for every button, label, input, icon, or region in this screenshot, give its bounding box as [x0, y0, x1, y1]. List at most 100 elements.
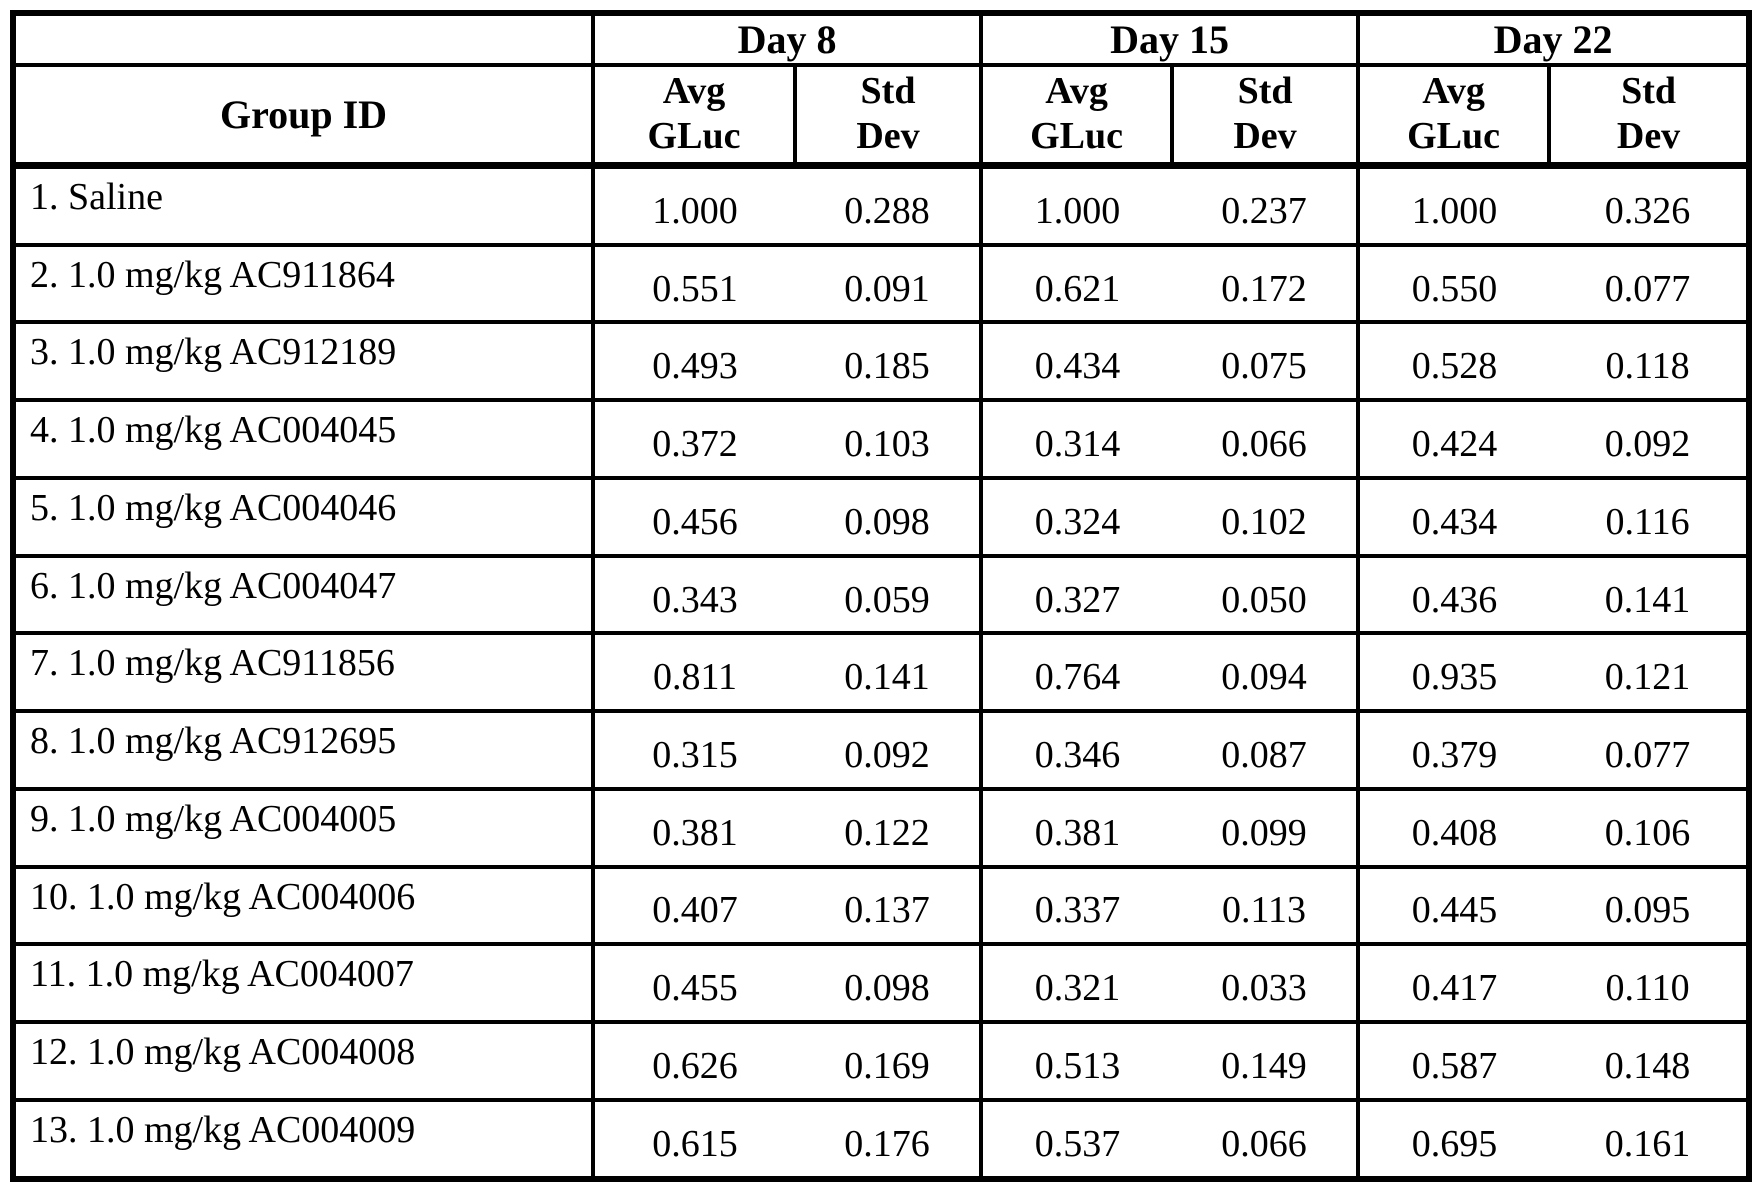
value-cell: 0.551	[591, 242, 795, 325]
table-row: 11. 1.0 mg/kg AC004007 0.455 0.098 0.321…	[11, 942, 1752, 1025]
group-id-header-cell: Group ID	[11, 63, 595, 169]
value-cell: 0.066	[1172, 1097, 1361, 1182]
value-cell: 0.436	[1356, 553, 1550, 636]
value-cell: 0.372	[591, 398, 795, 480]
day-header-row: Day 8 Day 15 Day 22	[11, 11, 1752, 67]
metric-label-bottom: Dev	[856, 115, 920, 158]
value-cell: 0.434	[1356, 475, 1550, 558]
value-cell: 0.935	[1356, 631, 1550, 714]
day15-std-dev-header: Std Dev	[1170, 63, 1361, 169]
value-cell: 0.094	[1172, 631, 1361, 714]
value-cell: 0.314	[979, 398, 1173, 480]
group-cell: 10. 1.0 mg/kg AC004006	[11, 864, 595, 947]
value-cell: 0.237	[1172, 163, 1361, 247]
value-cell: 0.092	[795, 709, 984, 791]
metric-header-row: Group ID Avg GLuc Std Dev Avg GLuc Std D…	[11, 63, 1752, 169]
table-row: 8. 1.0 mg/kg AC912695 0.315 0.092 0.346 …	[11, 709, 1752, 791]
value-cell: 0.528	[1356, 320, 1550, 403]
value-cell: 0.172	[1172, 242, 1361, 325]
value-cell: 0.615	[591, 1097, 795, 1182]
value-cell: 0.099	[1172, 786, 1361, 869]
value-cell: 0.326	[1549, 163, 1752, 247]
day22-header: Day 22	[1356, 11, 1752, 67]
group-cell: 9. 1.0 mg/kg AC004005	[11, 786, 595, 869]
value-cell: 0.091	[795, 242, 984, 325]
value-cell: 0.315	[591, 709, 795, 791]
value-cell: 0.513	[979, 1020, 1173, 1102]
value-cell: 0.493	[591, 320, 795, 403]
metric-label-top: Avg	[1422, 70, 1485, 113]
table-row: 6. 1.0 mg/kg AC004047 0.343 0.059 0.327 …	[11, 553, 1752, 636]
value-cell: 0.087	[1172, 709, 1361, 791]
corner-cell	[11, 11, 595, 67]
value-cell: 0.337	[979, 864, 1173, 947]
value-cell: 0.137	[795, 864, 984, 947]
metric-label-bottom: Dev	[1616, 115, 1681, 158]
table-row: 9. 1.0 mg/kg AC004005 0.381 0.122 0.381 …	[11, 786, 1752, 869]
value-cell: 0.122	[795, 786, 984, 869]
value-cell: 0.102	[1172, 475, 1361, 558]
group-cell: 12. 1.0 mg/kg AC004008	[11, 1020, 595, 1102]
value-cell: 0.417	[1356, 942, 1550, 1025]
value-cell: 0.176	[795, 1097, 984, 1182]
metric-label-top: Avg	[1045, 70, 1108, 113]
table-row: 13. 1.0 mg/kg AC004009 0.615 0.176 0.537…	[11, 1097, 1752, 1182]
value-cell: 0.077	[1549, 242, 1752, 325]
group-cell: 13. 1.0 mg/kg AC004009	[11, 1097, 595, 1182]
value-cell: 0.550	[1356, 242, 1550, 325]
table-row: 12. 1.0 mg/kg AC004008 0.626 0.169 0.513…	[11, 1020, 1752, 1102]
metric-label-bottom: GLuc	[1407, 115, 1500, 158]
group-cell: 3. 1.0 mg/kg AC912189	[11, 320, 595, 403]
value-cell: 0.092	[1549, 398, 1752, 480]
value-cell: 0.381	[591, 786, 795, 869]
day15-avg-gluc-header: Avg GLuc	[979, 63, 1175, 169]
value-cell: 0.066	[1172, 398, 1361, 480]
value-cell: 0.098	[795, 942, 984, 1025]
value-cell: 0.059	[795, 553, 984, 636]
value-cell: 0.695	[1356, 1097, 1550, 1182]
group-cell: 7. 1.0 mg/kg AC911856	[11, 631, 595, 714]
value-cell: 1.000	[1356, 163, 1550, 247]
metric-label-bottom: GLuc	[1030, 115, 1123, 158]
table-row: 1. Saline 1.000 0.288 1.000 0.237 1.000 …	[11, 163, 1752, 247]
group-cell: 6. 1.0 mg/kg AC004047	[11, 553, 595, 636]
value-cell: 0.116	[1549, 475, 1752, 558]
metric-label-top: Std	[1237, 70, 1293, 113]
value-cell: 0.621	[979, 242, 1173, 325]
table-row: 7. 1.0 mg/kg AC911856 0.811 0.141 0.764 …	[11, 631, 1752, 714]
group-cell: 1. Saline	[11, 163, 595, 247]
table-row: 2. 1.0 mg/kg AC911864 0.551 0.091 0.621 …	[11, 242, 1752, 325]
group-cell: 2. 1.0 mg/kg AC911864	[11, 242, 595, 325]
value-cell: 0.321	[979, 942, 1173, 1025]
group-cell: 8. 1.0 mg/kg AC912695	[11, 709, 595, 791]
value-cell: 1.000	[591, 163, 795, 247]
value-cell: 0.288	[795, 163, 984, 247]
metric-label-top: Avg	[662, 70, 726, 113]
value-cell: 0.050	[1172, 553, 1361, 636]
group-cell: 5. 1.0 mg/kg AC004046	[11, 475, 595, 558]
value-cell: 0.033	[1172, 942, 1361, 1025]
value-cell: 0.106	[1549, 786, 1752, 869]
metric-label-top: Std	[1621, 70, 1676, 113]
value-cell: 0.103	[795, 398, 984, 480]
metric-label-bottom: Dev	[1233, 115, 1297, 158]
day22-avg-gluc-header: Avg GLuc	[1356, 63, 1552, 169]
value-cell: 0.434	[979, 320, 1173, 403]
value-cell: 0.095	[1549, 864, 1752, 947]
value-cell: 0.327	[979, 553, 1173, 636]
day15-header: Day 15	[979, 11, 1361, 67]
day8-header: Day 8	[590, 11, 984, 67]
value-cell: 0.161	[1549, 1097, 1752, 1182]
value-cell: 0.455	[591, 942, 795, 1025]
value-cell: 0.141	[1549, 553, 1752, 636]
value-cell: 0.626	[591, 1020, 795, 1102]
value-cell: 0.169	[795, 1020, 984, 1102]
value-cell: 0.445	[1356, 864, 1550, 947]
value-cell: 0.324	[979, 475, 1173, 558]
value-cell: 0.811	[591, 631, 795, 714]
table-row: 10. 1.0 mg/kg AC004006 0.407 0.137 0.337…	[11, 864, 1752, 947]
value-cell: 0.141	[795, 631, 984, 714]
value-cell: 0.456	[591, 475, 795, 558]
value-cell: 0.587	[1356, 1020, 1550, 1102]
metric-label-bottom: GLuc	[647, 115, 741, 158]
